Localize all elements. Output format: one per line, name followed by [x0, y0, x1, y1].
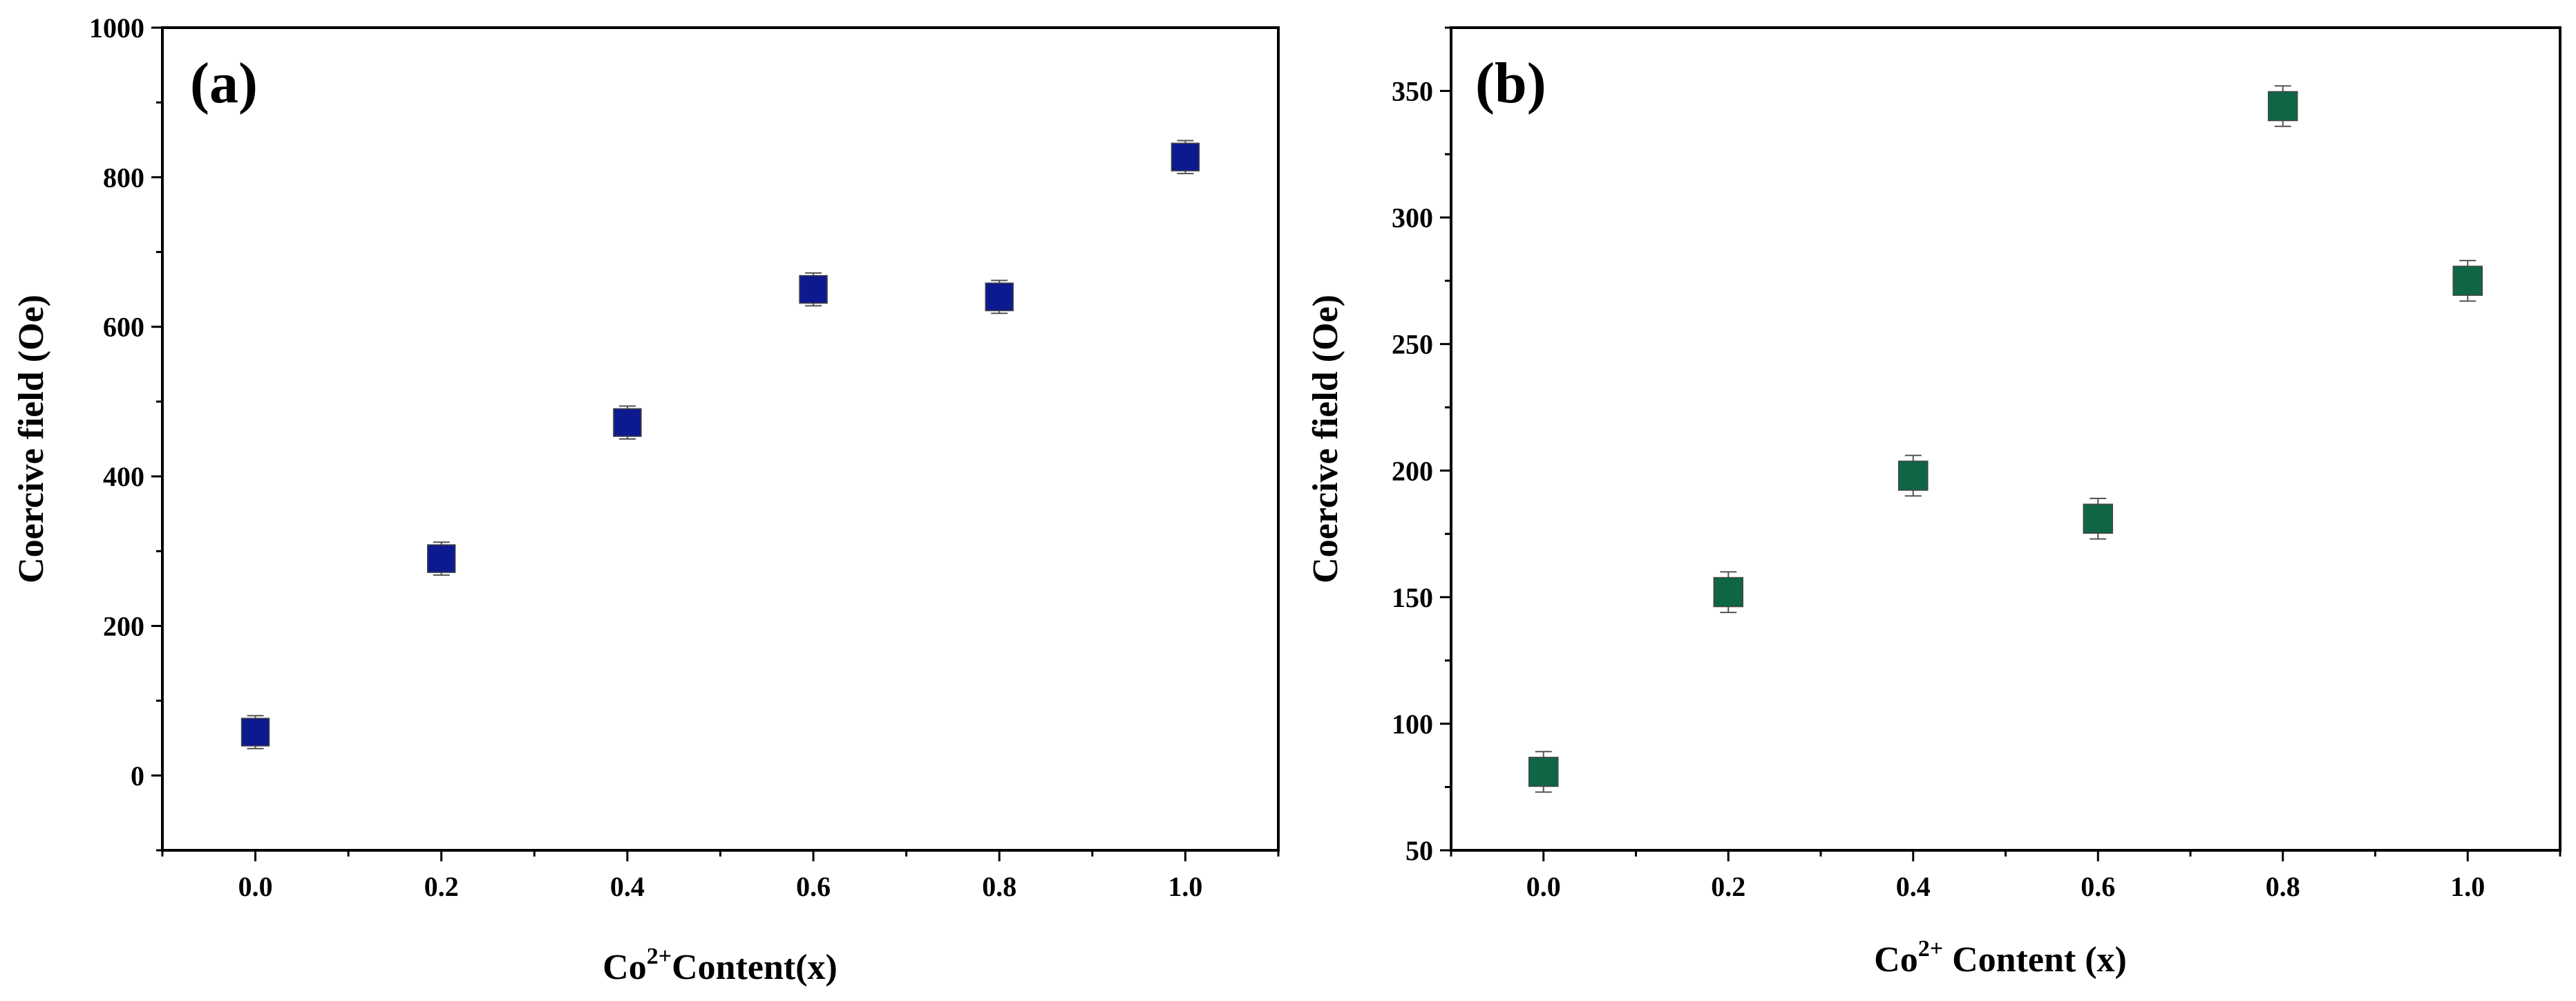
panel-a-marker [799, 274, 828, 304]
panel-a-y-tick-label: 400 [103, 461, 144, 492]
panel-b-marker [2452, 265, 2483, 296]
panel-b: (b) 50 100 150 200 250 300 350 0.0 0.2 0.4 0.6 0.8… [1306, 26, 2561, 980]
panel-b-y-tick-label: 300 [1392, 203, 1433, 234]
panel-b-x-tick-label: 0.8 [2266, 871, 2300, 902]
panel-a-x-ticks: 0.0 0.2 0.4 0.6 0.8 1.0 [161, 850, 1280, 902]
panel-a-marker [427, 544, 456, 573]
panel-a-marker [985, 282, 1014, 312]
panel-a-marker [240, 718, 270, 747]
panel-b-x-axis-title-sup: 2+ [1918, 936, 1943, 962]
panel-b-x-tick-label: 0.6 [2081, 871, 2115, 902]
panel-a-data-point [613, 405, 642, 440]
panel-b-y-tick-label: 100 [1392, 709, 1433, 740]
panel-b-marker [2268, 91, 2298, 122]
panel-a-data-point [799, 272, 828, 307]
panel-b-data-point [2083, 498, 2113, 540]
panel-a-x-tick-label: 1.0 [1168, 871, 1202, 902]
panel-b-data-point [1713, 571, 1743, 613]
panel-b-data-point [2452, 259, 2483, 302]
panel-a-x-axis-title-main: Co [603, 948, 647, 987]
panel-b-marker [1713, 577, 1743, 608]
panel-a-y-tick-label: 0 [131, 760, 144, 792]
panel-a-x-tick-label: 0.8 [982, 871, 1016, 902]
panel-a: (a) 0 200 400 600 800 1000 0.0 0.2 0.4 0.6 0.8 1.0… [12, 12, 1280, 987]
panel-a-y-tick-label: 800 [103, 162, 144, 193]
panel-b-x-ticks: 0.0 0.2 0.4 0.6 0.8 1.0 [1450, 850, 2561, 902]
panel-b-marker [1898, 460, 1929, 491]
panel-a-x-tick-label: 0.2 [424, 871, 459, 902]
panel-a-x-axis-title-rest: Content(x) [672, 948, 837, 987]
panel-b-data-point [1898, 454, 1929, 497]
panel-b-x-tick-label: 0.0 [1526, 871, 1561, 902]
panel-b-data-point [1528, 751, 1559, 793]
panel-b-y-axis-title: Coercive field (Oe) [1306, 294, 1345, 583]
panel-a-y-ticks: 0 200 400 600 800 1000 [89, 12, 162, 852]
panel-a-data-point [1171, 140, 1200, 174]
panel-a-x-tick-label: 0.0 [238, 871, 273, 902]
panel-a-y-tick-label: 600 [103, 312, 144, 343]
panel-b-x-axis-title: Co2+ Content (x) [1874, 936, 2127, 980]
panel-b-y-tick-label: 250 [1392, 329, 1433, 360]
panel-a-y-tick-label: 1000 [89, 12, 144, 44]
panel-b-marker [2083, 503, 2113, 534]
panel-b-y-ticks: 50 100 150 200 250 300 350 [1392, 26, 1451, 866]
panel-b-x-tick-label: 0.4 [1896, 871, 1931, 902]
panel-a-y-axis-title: Coercive field (Oe) [12, 294, 51, 583]
panel-b-y-tick-label: 150 [1392, 582, 1433, 613]
panel-a-x-axis-title: Co2+Content(x) [603, 944, 837, 987]
panel-a-data-point [240, 715, 270, 749]
panel-a-x-tick-label: 0.4 [610, 871, 645, 902]
panel-b-x-tick-label: 0.2 [1711, 871, 1745, 902]
panel-a-data-point [985, 279, 1014, 315]
panel-b-data-points [1528, 85, 2483, 793]
panel-b-y-tick-label: 200 [1392, 456, 1433, 487]
panel-b-x-axis-title-rest: Content (x) [1943, 940, 2127, 980]
panel-a-label: (a) [190, 51, 258, 115]
panel-b-marker [1528, 756, 1559, 787]
panel-a-plot-frame [161, 26, 1280, 852]
panel-a-y-tick-label: 200 [103, 610, 144, 642]
panel-a-data-point [427, 541, 456, 576]
panel-b-x-tick-label: 1.0 [2450, 871, 2485, 902]
panel-a-x-tick-label: 0.6 [796, 871, 831, 902]
panel-b-y-tick-label: 50 [1405, 835, 1433, 866]
panel-b-y-tick-label: 350 [1392, 76, 1433, 107]
panel-b-x-axis-title-main: Co [1874, 940, 1918, 980]
panel-a-data-points [240, 140, 1200, 749]
panel-a-marker [613, 408, 642, 437]
panel-a-marker [1171, 142, 1200, 171]
panel-b-label: (b) [1475, 51, 1546, 115]
panel-b-plot-frame [1450, 26, 2561, 852]
panel-b-data-point [2268, 85, 2298, 127]
panel-a-x-axis-title-sup: 2+ [647, 944, 672, 969]
